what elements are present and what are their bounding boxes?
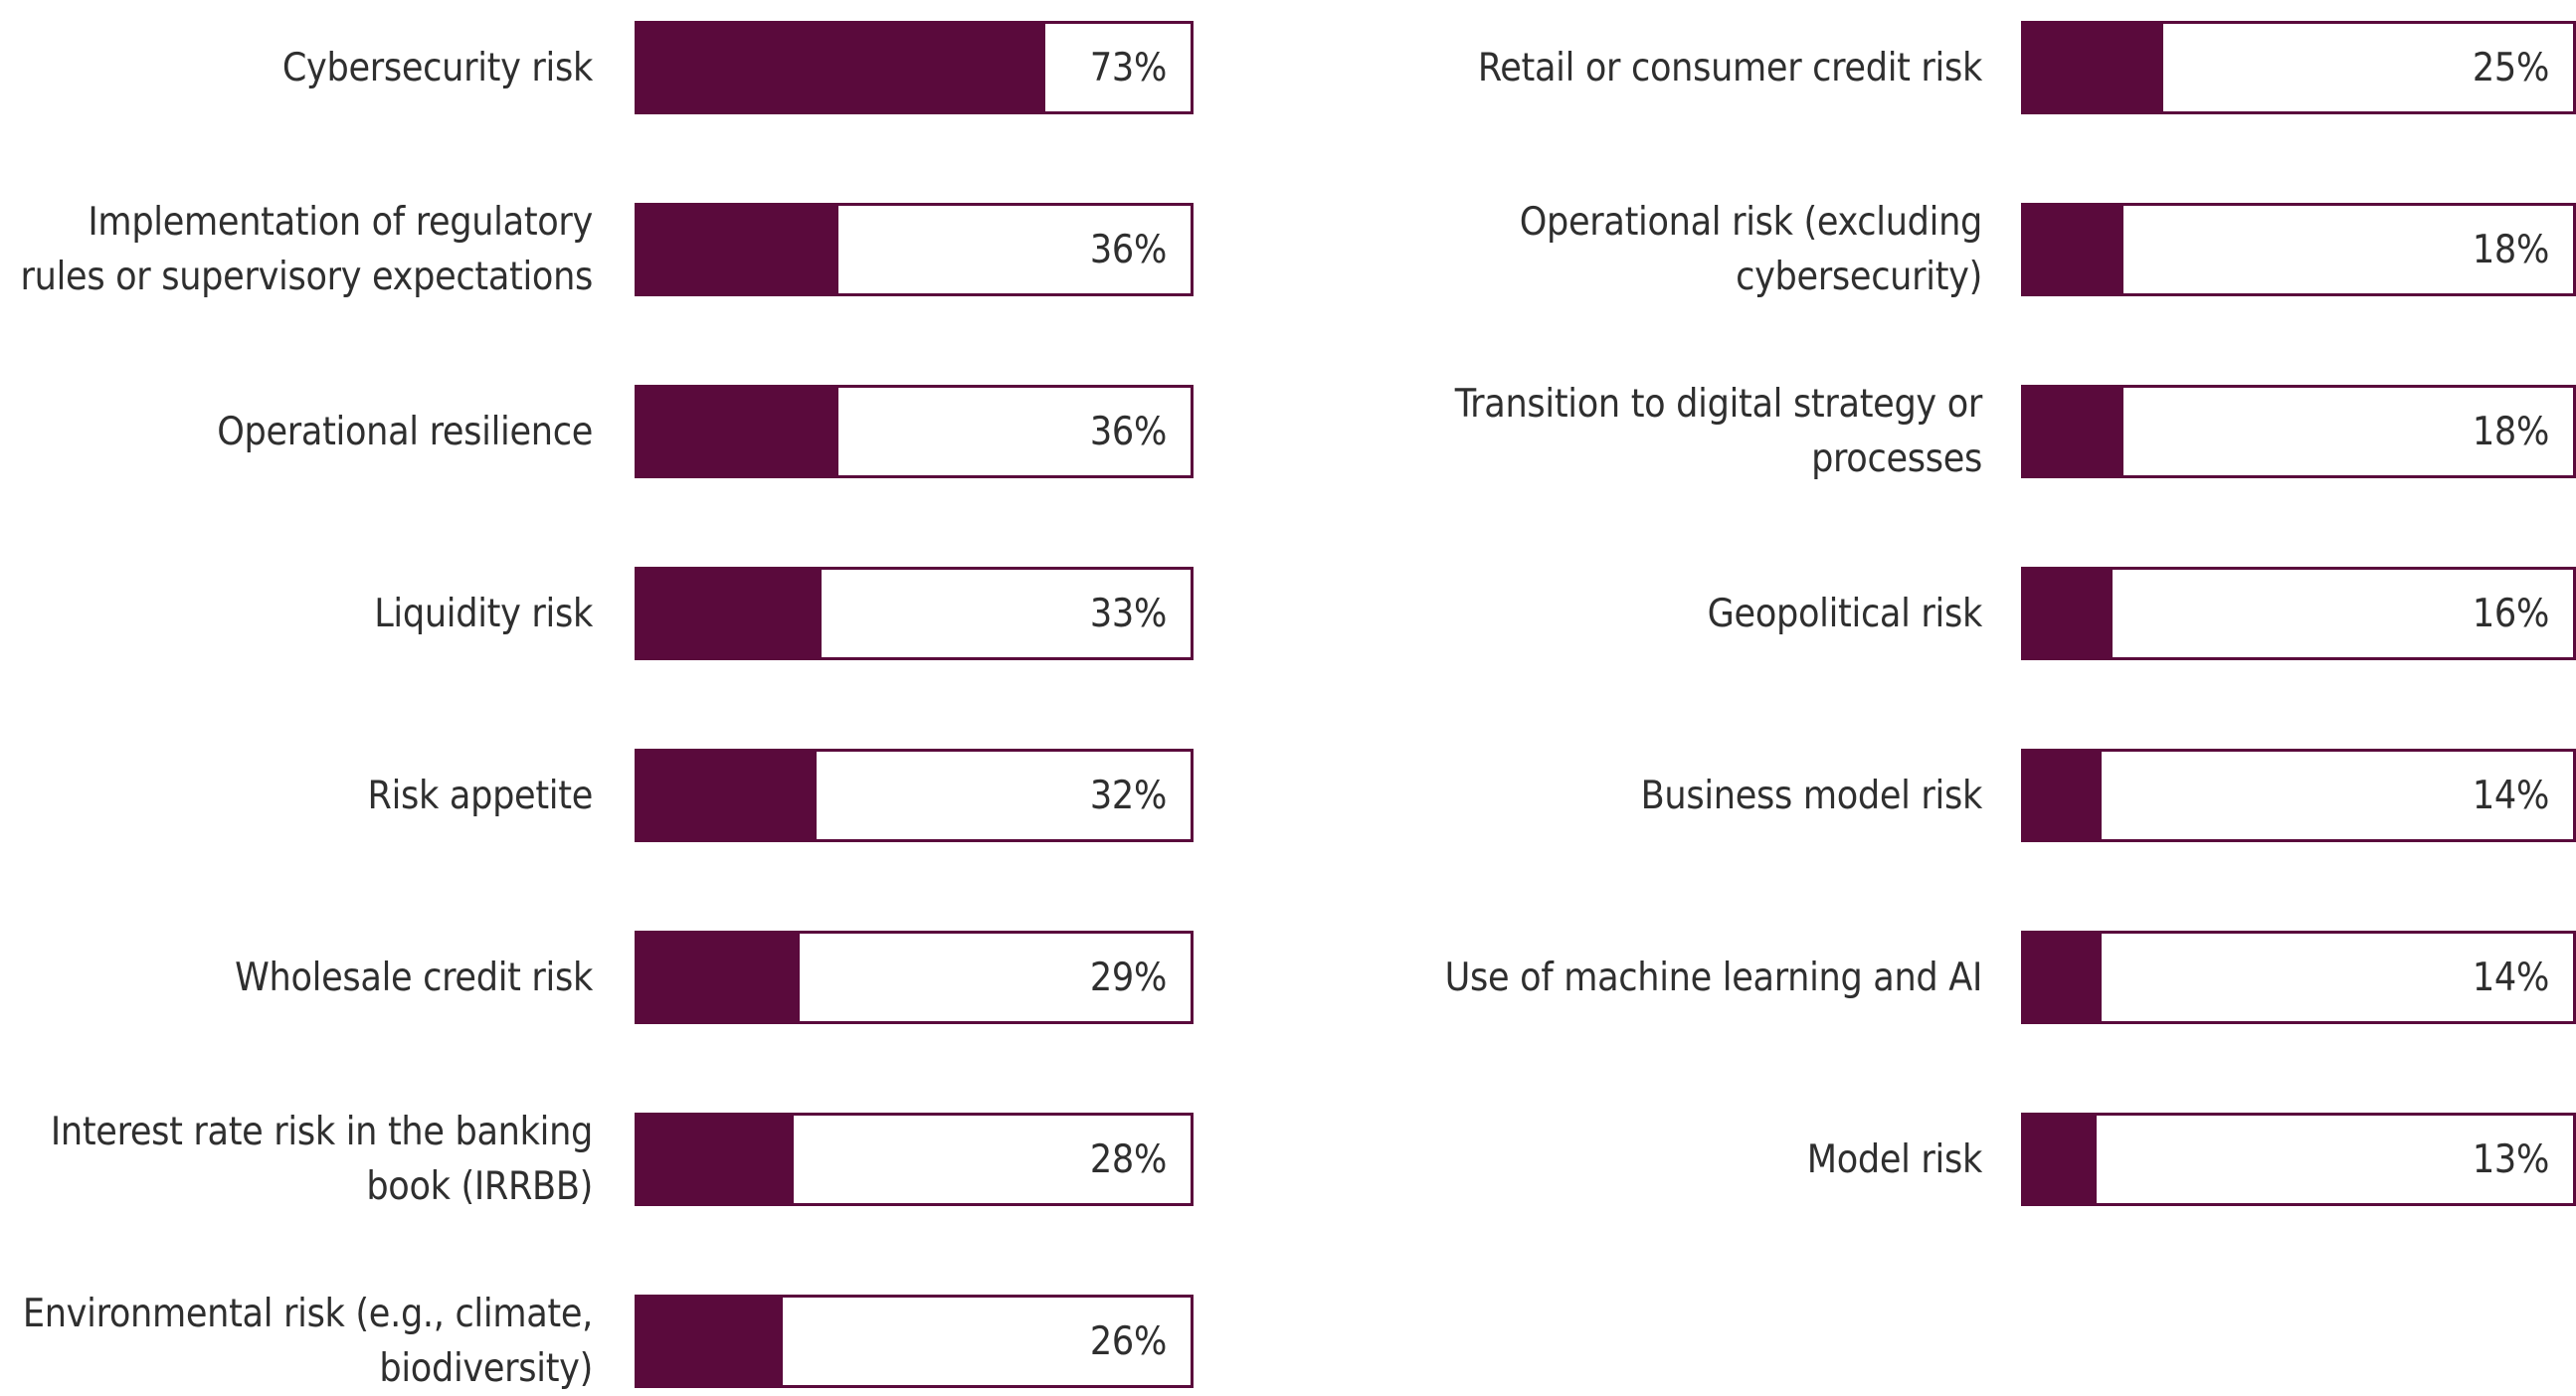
bar-value-label: 33% xyxy=(1089,591,1167,636)
bar-fill xyxy=(2024,1116,2097,1203)
category-label-text: Transition to digital strategy or proces… xyxy=(1454,382,1983,481)
bar-fill xyxy=(638,24,1046,111)
category-label: Liquidity risk xyxy=(0,567,593,660)
bar-track: 73% xyxy=(635,21,1194,114)
category-label: Operational resilience xyxy=(0,385,593,478)
bar-fill xyxy=(2024,570,2114,657)
bar-track: 28% xyxy=(635,1113,1194,1206)
category-label: Risk appetite xyxy=(0,749,594,842)
category-label: Model risk xyxy=(1293,1113,1983,1206)
bar-row: Use of machine learning and AI 14% xyxy=(1293,931,2576,1024)
bar-track: 14% xyxy=(2021,749,2576,842)
bar-track: 26% xyxy=(635,1295,1194,1388)
category-label: Environmental risk (e.g., climate, biodi… xyxy=(0,1292,593,1391)
bar-fill xyxy=(638,570,823,657)
category-label: Transition to digital strategy or proces… xyxy=(1293,382,1983,481)
bar-fill xyxy=(2024,206,2124,293)
bar-row: Model risk 13% xyxy=(1293,1113,2576,1206)
category-label-text: Cybersecurity risk xyxy=(281,45,593,90)
bar-track: 32% xyxy=(635,749,1194,842)
bar-fill xyxy=(2024,934,2103,1021)
bar-track: 16% xyxy=(2021,567,2576,660)
bar-row: Environmental risk (e.g., climate, biodi… xyxy=(0,1292,1194,1391)
category-label-text: Risk appetite xyxy=(367,773,594,818)
bar-value-label: 32% xyxy=(1089,773,1167,818)
bar-value-label: 16% xyxy=(2472,591,2549,636)
bar-fill xyxy=(638,1298,784,1385)
bar-track: 13% xyxy=(2021,1113,2576,1206)
category-label: Cybersecurity risk xyxy=(0,21,593,114)
bar-value-label: 36% xyxy=(1089,409,1167,454)
bar-track: 29% xyxy=(635,931,1194,1024)
bar-track: 14% xyxy=(2021,931,2576,1024)
bar-value-label: 26% xyxy=(1089,1318,1167,1364)
category-label-text: Wholesale credit risk xyxy=(235,955,593,1000)
bar-fill xyxy=(638,206,839,293)
category-label-text: Operational risk (excluding cybersecurit… xyxy=(1519,200,1983,299)
bar-track: 36% xyxy=(635,203,1194,296)
bar-value-label: 73% xyxy=(1089,45,1167,90)
bar-row: Interest rate risk in the banking book (… xyxy=(0,1110,1194,1209)
bar-value-label: 14% xyxy=(2472,955,2549,1000)
bar-row: Operational risk (excluding cybersecurit… xyxy=(1293,200,2576,299)
bar-value-label: 13% xyxy=(2472,1136,2549,1182)
bar-value-label: 36% xyxy=(1089,227,1167,272)
bar-row: Implementation of regulatory rules or su… xyxy=(0,200,1194,299)
category-label-text: Operational resilience xyxy=(217,409,593,454)
bar-row: Geopolitical risk 16% xyxy=(1293,567,2576,660)
bar-row: Liquidity risk 33% xyxy=(0,567,1194,660)
bar-value-label: 14% xyxy=(2472,773,2549,818)
category-label-text: Interest rate risk in the banking book (… xyxy=(50,1110,593,1209)
category-label: Implementation of regulatory rules or su… xyxy=(0,200,594,299)
bar-track: 33% xyxy=(635,567,1194,660)
bar-fill xyxy=(2024,388,2124,475)
category-label-text: Implementation of regulatory rules or su… xyxy=(20,200,594,299)
bar-track: 25% xyxy=(2021,21,2576,114)
category-label-text: Environmental risk (e.g., climate, biodi… xyxy=(22,1292,593,1391)
bar-value-label: 29% xyxy=(1089,955,1167,1000)
category-label-text: Business model risk xyxy=(1640,773,1983,818)
category-label-text: Liquidity risk xyxy=(374,591,593,636)
bar-value-label: 18% xyxy=(2472,409,2549,454)
bar-row: Transition to digital strategy or proces… xyxy=(1293,382,2576,481)
bar-fill xyxy=(638,934,800,1021)
category-label: Geopolitical risk xyxy=(1293,567,1983,660)
category-label: Business model risk xyxy=(1293,749,1983,842)
bar-fill xyxy=(638,388,839,475)
category-label-text: Retail or consumer credit risk xyxy=(1477,45,1982,90)
bar-value-label: 25% xyxy=(2472,45,2549,90)
bar-fill xyxy=(638,1116,795,1203)
bar-row: Wholesale credit risk 29% xyxy=(0,931,1194,1024)
bar-row: Operational resilience 36% xyxy=(0,385,1194,478)
bar-track: 18% xyxy=(2021,203,2576,296)
category-label-text: Model risk xyxy=(1806,1136,1983,1182)
bar-value-label: 28% xyxy=(1089,1136,1167,1182)
category-label: Retail or consumer credit risk xyxy=(1293,21,1982,114)
bar-track: 18% xyxy=(2021,385,2576,478)
bar-row: Risk appetite 32% xyxy=(0,749,1194,842)
bar-fill xyxy=(2024,752,2103,839)
bar-value-label: 18% xyxy=(2472,227,2549,272)
bar-row: Cybersecurity risk 73% xyxy=(0,21,1194,114)
bar-row: Retail or consumer credit risk 25% xyxy=(1293,21,2576,114)
bar-fill xyxy=(638,752,817,839)
category-label: Use of machine learning and AI xyxy=(1293,931,1983,1024)
bar-fill xyxy=(2024,24,2163,111)
bar-track: 36% xyxy=(635,385,1194,478)
category-label-text: Use of machine learning and AI xyxy=(1444,955,1983,1000)
category-label: Operational risk (excluding cybersecurit… xyxy=(1293,200,1983,299)
bar-row: Business model risk 14% xyxy=(1293,749,2576,842)
category-label: Wholesale credit risk xyxy=(0,931,593,1024)
category-label-text: Geopolitical risk xyxy=(1707,591,1983,636)
category-label: Interest rate risk in the banking book (… xyxy=(0,1110,593,1209)
